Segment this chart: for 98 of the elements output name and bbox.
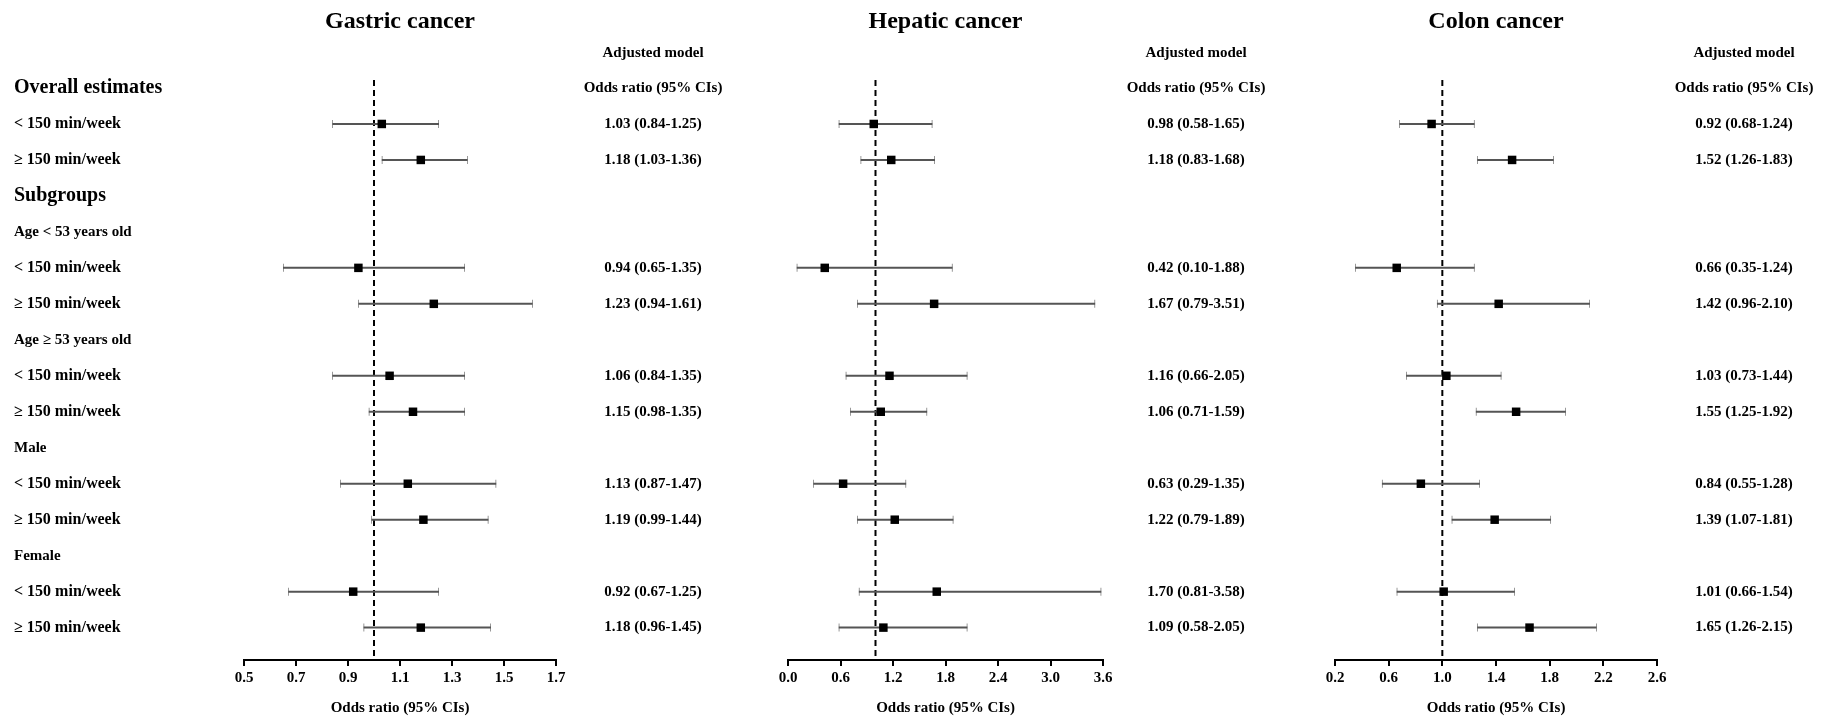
x-tick-label: 1.4	[1486, 668, 1506, 685]
x-tick-label: 0.0	[778, 668, 798, 685]
data-label: 1.65 (1.26-2.15)	[1695, 618, 1793, 636]
data-label: 1.52 (1.26-1.83)	[1695, 150, 1793, 168]
data-label: 0.92 (0.67-1.25)	[604, 582, 702, 600]
point	[1494, 299, 1503, 309]
y-tick-label: Age ≥ 53 years old	[14, 330, 133, 347]
y-tick-label: Subgroups	[14, 183, 107, 207]
x-tick-label: 1.2	[883, 668, 903, 685]
point	[1525, 623, 1534, 632]
data-label: 1.42 (0.96-2.10)	[1695, 294, 1793, 312]
point	[1439, 587, 1448, 596]
y-tick-label: ≥ 150 min/week	[14, 509, 121, 527]
point	[403, 479, 413, 488]
point	[416, 623, 426, 632]
x-axis-title: Odds ratio (95% CIs)	[330, 698, 470, 716]
text: Adjusted model	[1693, 43, 1795, 60]
y-tick-label: Female	[14, 546, 61, 563]
y-tick-label: ≥ 150 min/week	[14, 293, 121, 311]
y-tick-label: Age < 53 years old	[14, 222, 133, 239]
y-tick-label: ≥ 150 min/week	[14, 401, 121, 419]
x-tick-label: 0.6	[1379, 668, 1399, 685]
x-tick-label: 0.5	[234, 668, 254, 685]
point	[932, 587, 941, 596]
data-label: 1.09 (0.58-2.05)	[1147, 618, 1245, 636]
data-label: 1.15 (0.98-1.35)	[604, 402, 702, 420]
point	[1416, 479, 1426, 488]
x-tick-label: 2.4	[988, 668, 1008, 685]
data-label: 1.16 (0.66-2.05)	[1147, 366, 1245, 384]
x-axis-title: Odds ratio (95% CIs)	[876, 698, 1015, 716]
data-label: 1.18 (0.96-1.45)	[604, 618, 702, 636]
data-label: 1.23 (0.94-1.61)	[604, 294, 702, 312]
x-axis-title: Odds ratio (95% CIs)	[1426, 698, 1566, 716]
x-tick-label: 0.9	[338, 668, 358, 685]
y-tick-label: ≥ 150 min/week	[14, 150, 121, 168]
data-label: 1.18 (0.83-1.68)	[1147, 150, 1245, 168]
x-tick-label: 1.8	[1540, 668, 1560, 685]
chart-title: Colon cancer	[1428, 7, 1564, 34]
y-tick-label: Overall estimates	[14, 75, 163, 98]
data-label: 1.39 (1.07-1.81)	[1695, 510, 1793, 528]
point	[890, 515, 899, 524]
text: Odds ratio (95% CIs)	[1126, 78, 1266, 96]
point	[419, 515, 428, 524]
x-tick-label: 3.0	[1041, 668, 1060, 685]
y-tick-label: ≥ 150 min/week	[14, 617, 121, 635]
x-tick-label: 0.7	[286, 668, 306, 685]
data-label: 0.92 (0.68-1.24)	[1695, 114, 1793, 132]
data-label: 0.42 (0.10-1.88)	[1147, 258, 1245, 276]
point	[385, 371, 394, 381]
x-tick-label: 1.7	[546, 668, 566, 685]
data-label: 1.67 (0.79-3.51)	[1147, 294, 1245, 312]
point	[1442, 371, 1451, 381]
point	[885, 371, 894, 381]
x-tick-label: 1.5	[494, 668, 514, 685]
data-label: 1.19 (0.99-1.44)	[604, 510, 702, 528]
x-tick-label: 3.6	[1093, 668, 1113, 685]
y-tick-label: < 150 min/week	[14, 365, 121, 383]
data-label: 0.94 (0.65-1.35)	[604, 258, 702, 276]
y-tick-label: < 150 min/week	[14, 258, 121, 276]
data-label: 0.66 (0.35-1.24)	[1695, 258, 1793, 276]
text: Adjusted model	[602, 43, 704, 60]
x-tick-label: 1.8	[936, 668, 955, 685]
chart-title: Hepatic cancer	[868, 7, 1023, 34]
data-label: 1.18 (1.03-1.36)	[604, 150, 702, 168]
data-label: 1.03 (0.84-1.25)	[604, 114, 702, 132]
data-label: 1.03 (0.73-1.44)	[1695, 366, 1793, 384]
data-label: 1.22 (0.79-1.89)	[1147, 510, 1245, 528]
y-tick-label: < 150 min/week	[14, 473, 121, 491]
x-tick-label: 1.3	[442, 668, 462, 685]
chart-title: Gastric cancer	[325, 7, 476, 34]
y-tick-label: Male	[14, 438, 47, 455]
x-tick-label: 2.2	[1593, 668, 1613, 685]
point	[1392, 263, 1401, 273]
data-label: 1.01 (0.66-1.54)	[1695, 582, 1793, 600]
point	[348, 587, 358, 596]
data-label: 1.06 (0.71-1.59)	[1147, 402, 1245, 420]
data-label: 0.63 (0.29-1.35)	[1147, 474, 1245, 492]
point	[354, 263, 363, 273]
text: Odds ratio (95% CIs)	[583, 78, 723, 96]
point	[1490, 515, 1499, 524]
text: Adjusted model	[1145, 43, 1247, 60]
point	[879, 623, 888, 632]
data-label: 1.55 (1.25-1.92)	[1695, 402, 1793, 420]
data-label: 1.70 (0.81-3.58)	[1147, 582, 1245, 600]
y-tick-label: < 150 min/week	[14, 114, 121, 132]
x-tick-label: 1.0	[1432, 668, 1452, 685]
point	[1427, 119, 1436, 129]
x-tick-label: 1.1	[390, 668, 410, 685]
text: Odds ratio (95% CIs)	[1674, 78, 1814, 96]
data-label: 0.84 (0.55-1.28)	[1695, 474, 1793, 492]
x-tick-label: 0.6	[831, 668, 851, 685]
data-label: 1.13 (0.87-1.47)	[604, 474, 702, 492]
x-tick-label: 2.6	[1647, 668, 1667, 685]
data-label: 1.06 (0.84-1.35)	[604, 366, 702, 384]
x-tick-label: 0.2	[1325, 668, 1345, 685]
point	[838, 479, 848, 488]
data-label: 0.98 (0.58-1.65)	[1147, 114, 1245, 132]
y-tick-label: < 150 min/week	[14, 581, 121, 599]
